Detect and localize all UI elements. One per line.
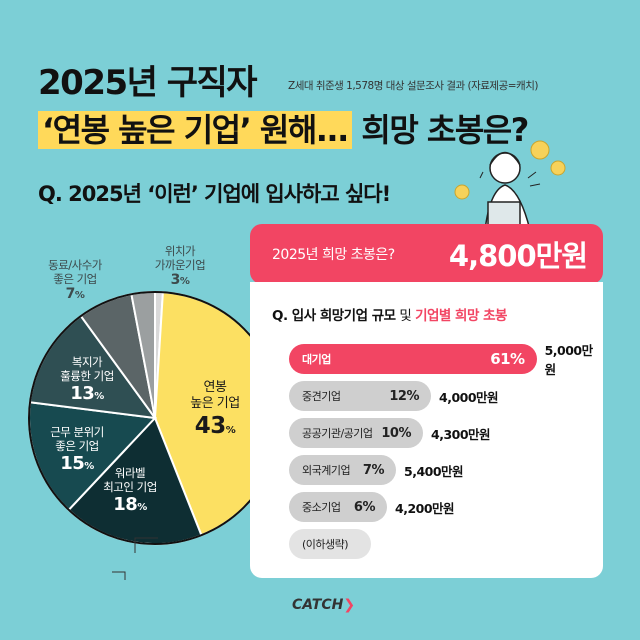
pct-value: 7 xyxy=(65,286,76,302)
label-line: 복지가 xyxy=(71,355,103,369)
bar-category: 공공기관/공기업 xyxy=(302,427,373,440)
bar-category: 대기업 xyxy=(302,353,331,366)
bar-category: (이하생략) xyxy=(302,538,349,551)
bar-row: 대기업 61% 5,000만원 xyxy=(289,343,603,377)
banner-question: 2025년 희망 초봉은? xyxy=(272,247,395,263)
slice-label-location: 위치가 가까운기업 3% xyxy=(140,244,220,290)
starting-salary-banner: 2025년 희망 초봉은? 4,800만원 xyxy=(250,224,603,284)
bar-pct: 10% xyxy=(381,425,411,441)
headline-rest: 희망 초봉은? xyxy=(351,111,529,149)
bar-salary: 5,400만원 xyxy=(404,463,464,479)
bar: 공공기관/공기업 10% xyxy=(289,418,423,448)
leader-line-peers xyxy=(112,571,126,580)
bar-category: 중견기업 xyxy=(302,390,341,403)
label-line: 최고인 기업 xyxy=(103,480,157,494)
headline-highlight: ‘연봉 높은 기업’ 원해... xyxy=(38,111,352,149)
pct-unit: % xyxy=(74,290,85,301)
title-part: 및 xyxy=(395,308,416,324)
bar-salary: 4,200만원 xyxy=(395,500,455,516)
catch-logo: CATCH❯ xyxy=(292,597,355,613)
headline-line2: ‘연봉 높은 기업’ 원해... 희망 초봉은? xyxy=(38,105,529,151)
job-seeker-illustration-icon xyxy=(454,140,566,230)
bar-salary: 5,000만원 xyxy=(544,343,594,377)
pct-value: 15 xyxy=(60,453,85,474)
slice-label-wlb: 워라벨 최고인 기업 18% xyxy=(85,466,175,519)
headline-line1: 2025년 구직자 xyxy=(38,63,258,103)
bar: (이하생략) xyxy=(289,529,371,559)
bar-pct: 61% xyxy=(490,350,525,368)
label-line: 동료/사수가 xyxy=(48,258,102,272)
bar-salary: 4,300만원 xyxy=(431,426,491,442)
pct-unit: % xyxy=(84,461,94,472)
bar-row: (이하생략) xyxy=(289,529,603,559)
leader-line-location xyxy=(134,537,158,553)
bar: 중소기업 6% xyxy=(289,492,387,522)
label-line: 근무 분위기 xyxy=(50,425,104,439)
bar-row: 중소기업 6% 4,200만원 xyxy=(289,492,603,522)
title-part: Q. 입사 희망기업 규모 xyxy=(272,308,396,324)
arrow-icon: ❯ xyxy=(343,597,356,613)
pct-unit: % xyxy=(225,425,236,436)
pct-unit: % xyxy=(137,502,147,513)
bar-salary: 4,000만원 xyxy=(439,389,499,405)
source-note: Z세대 취준생 1,578명 대상 설문조사 결과 (자료제공=캐치) xyxy=(288,80,538,92)
label-line: 위치가 xyxy=(164,244,196,258)
pct-value: 3 xyxy=(170,272,181,288)
bar-category: 중소기업 xyxy=(302,501,341,514)
bar: 대기업 61% xyxy=(289,344,537,374)
pie-chart xyxy=(28,290,282,580)
label-line: 가까운기업 xyxy=(154,258,206,272)
bar-pct: 12% xyxy=(389,388,419,404)
bar-pct: 7% xyxy=(362,462,385,478)
pie-question: Q. 2025년 ‘이런’ 기업에 입사하고 싶다! xyxy=(38,182,391,206)
slice-label-peers: 동료/사수가 좋은 기업 7% xyxy=(30,258,120,304)
label-line: 워라벨 xyxy=(114,466,146,480)
bar: 외국계기업 7% xyxy=(289,455,396,485)
slice-label-welfare: 복지가 훌륭한 기업 13% xyxy=(42,355,132,408)
bar: 중견기업 12% xyxy=(289,381,431,411)
banner-value: 4,800만원 xyxy=(448,239,588,273)
bar-row: 공공기관/공기업 10% 4,300만원 xyxy=(289,418,603,448)
pct-value: 18 xyxy=(113,494,138,515)
slice-label-salary: 연봉 높은 기업 43% xyxy=(175,380,255,445)
logo-text: CATCH xyxy=(292,597,344,613)
label-line: 연봉 xyxy=(203,380,227,395)
label-line: 좋은 기업 xyxy=(55,439,99,453)
bar-pct: 6% xyxy=(353,499,376,515)
label-line: 훌륭한 기업 xyxy=(60,369,114,383)
bar-row: 중견기업 12% 4,000만원 xyxy=(289,381,603,411)
pct-unit: % xyxy=(94,391,104,402)
bar-row: 외국계기업 7% 5,400만원 xyxy=(289,455,603,485)
pct-value: 43 xyxy=(194,413,227,439)
title-accent: 기업별 희망 초봉 xyxy=(415,308,507,324)
pct-unit: % xyxy=(179,276,190,287)
label-line: 높은 기업 xyxy=(190,396,240,411)
label-line: 좋은 기업 xyxy=(53,272,97,286)
pct-value: 13 xyxy=(70,383,95,404)
bar-category: 외국계기업 xyxy=(302,464,351,477)
bar-chart-title: Q. 입사 희망기업 규모 및 기업별 희망 초봉 xyxy=(272,304,603,324)
slice-label-culture: 근무 분위기 좋은 기업 15% xyxy=(32,425,122,478)
